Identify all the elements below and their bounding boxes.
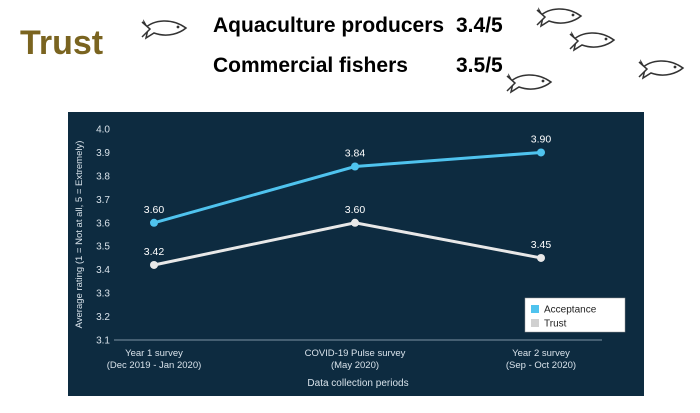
x-tick-label: (Sep - Oct 2020) <box>506 360 576 371</box>
legend-box <box>524 297 626 333</box>
stat-value: 3.4/5 <box>456 14 503 37</box>
stat-value: 3.5/5 <box>456 54 503 77</box>
y-tick-label: 3.7 <box>96 195 110 206</box>
y-tick-label: 4.0 <box>96 125 110 136</box>
x-tick-label: (Dec 2019 - Jan 2020) <box>107 360 202 371</box>
y-tick-label: 3.6 <box>96 218 110 229</box>
series-line <box>153 221 542 267</box>
fish-icon <box>569 31 616 52</box>
chart-panel: 3.1 3.2 3.3 3.4 3.5 3.6 3.7 3.8 3.9 4.0 Average ra… <box>68 112 644 396</box>
stat-label: Aquaculture producers <box>213 14 445 37</box>
data-point <box>150 218 158 227</box>
fish-icon <box>638 59 685 80</box>
y-tick-label: 3.5 <box>96 242 110 253</box>
x-tick-label: COVID-19 Pulse survey <box>305 348 406 359</box>
data-point <box>537 148 545 157</box>
legend-label: Acceptance <box>544 305 597 316</box>
x-axis-title: Data collection periods <box>307 378 408 389</box>
data-label: 3.45 <box>531 239 552 251</box>
data-label: 3.60 <box>144 204 165 216</box>
data-label: 3.90 <box>531 133 552 145</box>
data-point <box>150 260 158 269</box>
fish-icon <box>141 19 188 40</box>
y-tick-label: 3.3 <box>96 289 110 300</box>
y-tick-label: 3.9 <box>96 148 110 159</box>
legend-swatch <box>531 319 539 327</box>
fish-icon <box>506 73 553 94</box>
stat-label: Commercial fishers <box>213 54 408 77</box>
stat-aquaculture: Aquaculture producers 3.4/5 <box>213 14 533 42</box>
slide-title: Trust <box>20 24 104 62</box>
x-tick-label: Year 2 survey <box>512 348 570 359</box>
stat-commercial: Commercial fishers 3.5/5 <box>213 54 533 82</box>
data-label: 3.84 <box>345 148 366 160</box>
y-axis-title: Average rating (1 = Not at all, 5 = Extr… <box>74 141 85 329</box>
x-tick-label: Year 1 survey <box>125 348 183 359</box>
data-label: 3.42 <box>144 246 165 258</box>
x-tick-label: (May 2020) <box>331 360 379 371</box>
data-label: 3.60 <box>345 204 366 216</box>
data-point <box>537 253 545 262</box>
y-tick-label: 3.2 <box>96 312 110 323</box>
y-tick-label: 3.8 <box>96 171 110 182</box>
fish-icon <box>536 7 583 28</box>
y-tick-label: 3.4 <box>96 265 110 276</box>
data-point <box>351 162 359 171</box>
legend-label: Trust <box>544 319 567 330</box>
legend-swatch <box>531 305 539 313</box>
line-chart: 3.1 3.2 3.3 3.4 3.5 3.6 3.7 3.8 3.9 4.0 Average ra… <box>74 125 626 389</box>
data-point <box>351 218 359 227</box>
y-tick-label: 3.1 <box>96 336 110 347</box>
